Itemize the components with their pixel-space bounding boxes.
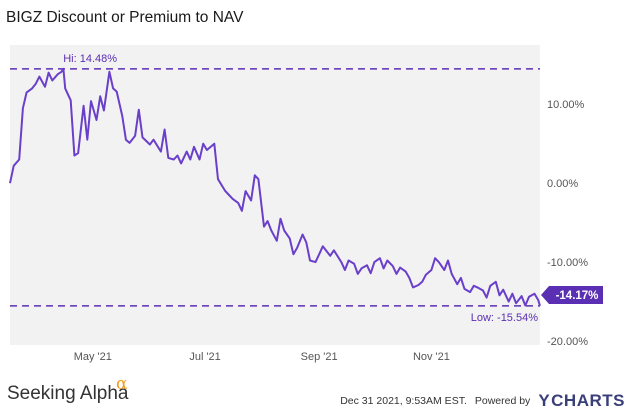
y-tick-label: 0.00%	[547, 178, 578, 190]
y-tick-label: -20.00%	[547, 336, 588, 348]
chart-title: BIGZ Discount or Premium to NAV	[6, 9, 244, 26]
y-tick-label: 10.00%	[547, 99, 585, 111]
last-value-badge	[541, 286, 603, 305]
last-value-label: -14.17%	[556, 290, 599, 302]
timestamp: Dec 31 2021, 9:53AM EST.	[340, 395, 467, 407]
alpha-logo-icon: α	[116, 374, 128, 394]
x-tick-label: Sep '21	[301, 351, 338, 363]
series-line	[9, 67, 541, 307]
seeking-alpha-brand: Seeking Alpha	[7, 383, 129, 404]
plot-background	[10, 45, 540, 345]
high-label: Hi: 14.48%	[63, 53, 117, 65]
y-tick-label: -10.00%	[547, 257, 588, 269]
low-label: Low: -15.54%	[471, 312, 538, 324]
x-tick-label: Jul '21	[189, 351, 220, 363]
ycharts-logo-text: CHARTS	[551, 391, 625, 410]
x-tick-label: Nov '21	[413, 351, 450, 363]
ycharts-y-icon: Y	[538, 391, 551, 410]
chart-footer: Dec 31 2021, 9:53AM EST. Powered by Y CH…	[340, 391, 625, 411]
ycharts-logo[interactable]: Y CHARTS	[538, 391, 625, 411]
x-tick-label: May '21	[74, 351, 112, 363]
powered-by-text: Powered by	[474, 395, 531, 407]
